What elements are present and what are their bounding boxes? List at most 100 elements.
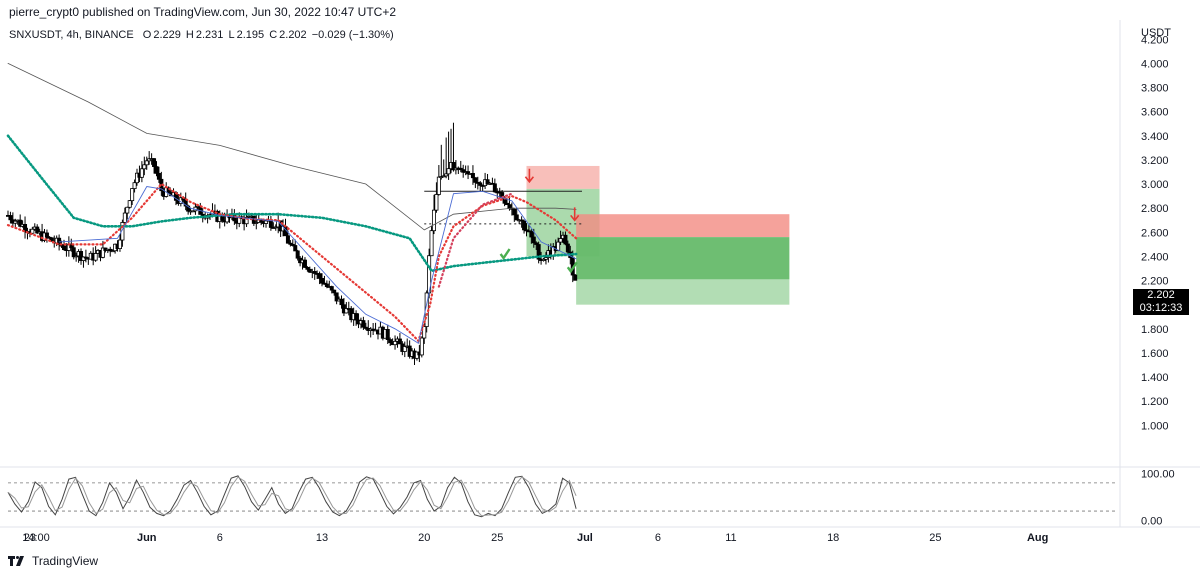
- time-tick-label: 25: [491, 532, 503, 544]
- time-tick-label: Jul: [577, 532, 593, 544]
- candle-body: [334, 292, 339, 302]
- symbol-name[interactable]: SNXUSDT, 4h, BINANCE: [9, 29, 134, 41]
- candle-body: [565, 243, 570, 253]
- candle-body: [30, 228, 35, 234]
- candle-body: [558, 238, 563, 243]
- candle-body: [492, 183, 497, 193]
- candle-body: [519, 219, 524, 222]
- indicator-line: [437, 192, 513, 288]
- candle-body: [190, 210, 195, 213]
- candle-body: [522, 220, 527, 231]
- candle-body: [132, 182, 137, 189]
- candle-body: [302, 259, 307, 268]
- candle-body: [402, 346, 407, 352]
- indicator-line: [6, 182, 578, 343]
- price-tick-label: 1.400: [1141, 372, 1169, 384]
- candle-body: [307, 268, 312, 273]
- candle-body: [332, 289, 337, 294]
- candle-body: [431, 209, 436, 232]
- candle-body: [130, 188, 135, 202]
- candle-body: [320, 278, 325, 284]
- candle-body: [285, 235, 290, 244]
- oscillator-tick-label: 0.00: [1141, 515, 1162, 527]
- candle-body: [142, 164, 147, 170]
- price-tick-label: 3.000: [1141, 179, 1169, 191]
- candle-body: [110, 250, 115, 253]
- candle-body: [524, 229, 529, 232]
- open-label: O: [142, 29, 152, 41]
- candle-body: [156, 172, 161, 180]
- candle-body: [264, 220, 269, 224]
- price-tick-label: 1.000: [1141, 420, 1169, 432]
- price-tick-label: 2.800: [1141, 203, 1169, 215]
- candle-body: [470, 173, 475, 179]
- candle-body: [120, 222, 125, 241]
- price-tick-label: 2.600: [1141, 227, 1169, 239]
- candle-body: [273, 226, 278, 229]
- tradingview-brand[interactable]: TradingView: [8, 554, 98, 568]
- time-tick-label: 6: [655, 532, 661, 544]
- candle-body: [429, 230, 434, 257]
- candle-body: [144, 160, 149, 166]
- candle-body: [536, 244, 541, 260]
- candle-body: [13, 220, 18, 224]
- candle-body: [466, 171, 471, 175]
- high-value: 2.231: [195, 29, 224, 41]
- time-tick-label: Aug: [1027, 532, 1048, 544]
- candle-body: [117, 239, 122, 250]
- candle-body: [354, 313, 359, 321]
- candle-body: [363, 326, 368, 329]
- candle-body: [254, 222, 259, 224]
- tradingview-logo-icon: [8, 556, 24, 566]
- candle-body: [79, 251, 84, 261]
- candle-body: [446, 168, 451, 175]
- time-tick-label: 11: [725, 532, 736, 544]
- candle-body: [434, 194, 439, 211]
- candle-body: [23, 224, 28, 232]
- candle-body: [108, 248, 113, 252]
- high-label: H: [185, 29, 194, 41]
- candle-body: [541, 258, 546, 261]
- price-tick-label: 4.200: [1141, 34, 1169, 46]
- candle-body: [8, 215, 13, 221]
- candle-body: [393, 340, 398, 346]
- candle-body: [35, 226, 40, 234]
- candle-body: [531, 236, 536, 244]
- candle-body: [293, 245, 298, 252]
- price-axis-currency: USDT: [1141, 27, 1171, 39]
- price-tick-label: 3.800: [1141, 83, 1169, 95]
- symbol-legend: SNXUSDT, 4h, BINANCE O 2.229 H 2.231 L 2.19…: [9, 29, 396, 41]
- indicator-line: [6, 134, 578, 273]
- target-hit-check-icon: [566, 261, 578, 274]
- candle-body: [122, 212, 127, 223]
- candle-body: [507, 204, 512, 209]
- candle-body: [478, 182, 483, 186]
- candle-body: [563, 234, 568, 245]
- candle-body: [44, 232, 49, 238]
- price-tick-label: 1.800: [1141, 324, 1169, 336]
- candle-body: [154, 166, 159, 174]
- candle-body: [529, 231, 534, 238]
- close-label: C: [269, 29, 278, 41]
- stop-loss-zone: [526, 165, 600, 189]
- candle-body: [388, 339, 393, 343]
- candle-body: [329, 286, 334, 291]
- candle-body: [312, 271, 317, 274]
- price-tick-label: 3.200: [1141, 155, 1169, 167]
- candle-body: [125, 206, 130, 214]
- short-entry-arrow-icon: [524, 168, 535, 184]
- time-tick-label: 20: [418, 532, 430, 544]
- candle-body: [152, 158, 157, 168]
- candle-body: [57, 237, 62, 245]
- candle-body: [441, 175, 446, 178]
- price-tick-label: 4.000: [1141, 58, 1169, 70]
- candle-body: [93, 253, 98, 261]
- candle-body: [344, 308, 349, 314]
- time-tick-label: 18: [827, 532, 839, 544]
- candle-body: [74, 255, 79, 258]
- candle-body: [81, 256, 86, 261]
- time-tick-label: 25: [929, 532, 941, 544]
- candle-body: [18, 219, 23, 227]
- candle-body: [543, 257, 548, 260]
